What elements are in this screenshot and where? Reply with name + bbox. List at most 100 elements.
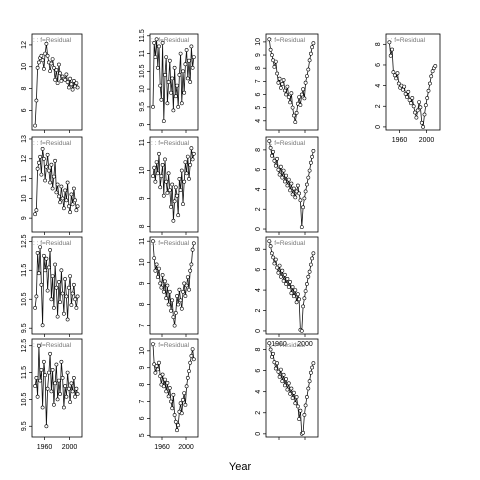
- data-point: [396, 81, 401, 86]
- data-point: [289, 91, 294, 96]
- data-point: [191, 55, 196, 60]
- strip-label: : : f=Residual: [151, 140, 190, 147]
- data-point: [176, 302, 181, 307]
- y-tick-label: 0: [255, 432, 262, 436]
- data-point: [43, 178, 48, 183]
- data-point: [276, 369, 281, 374]
- y-tick-label: 9.5: [21, 421, 28, 431]
- data-point: [72, 186, 76, 191]
- data-point: [268, 47, 273, 52]
- panel-frame: [385, 33, 441, 131]
- data-point: [38, 378, 43, 383]
- y-tick-label: 9: [139, 196, 146, 200]
- data-point: [158, 281, 163, 286]
- data-point: [178, 298, 183, 303]
- data-point: [55, 397, 60, 402]
- data-point: [178, 188, 183, 193]
- data-point: [288, 391, 293, 396]
- data-point: [64, 294, 69, 299]
- data-point: [52, 65, 56, 70]
- data-point: [60, 196, 65, 201]
- data-point: [178, 401, 183, 406]
- data-point: [304, 74, 309, 79]
- strip-label: : : f=Residual: [33, 240, 72, 247]
- y-tick-label: 11.5: [21, 264, 28, 277]
- data-point: [273, 257, 278, 262]
- y-tick-label: 10: [21, 63, 28, 71]
- y-tick-label: 10.5: [139, 64, 146, 78]
- data-point: [64, 198, 69, 203]
- series-line: [268, 39, 314, 123]
- data-point: [50, 367, 55, 372]
- data-point: [189, 353, 194, 358]
- data-point: [278, 367, 283, 372]
- data-point: [44, 164, 49, 169]
- y-tick-label: 10: [255, 38, 262, 46]
- data-point: [276, 270, 281, 275]
- x-tick-label: 1960: [37, 444, 53, 451]
- data-point: [159, 174, 164, 179]
- data-point: [304, 395, 309, 399]
- data-point: [59, 359, 64, 364]
- data-point: [48, 180, 53, 185]
- data-point: [275, 265, 280, 270]
- data-point: [38, 245, 43, 250]
- data-point: [293, 120, 298, 125]
- data-point: [301, 304, 306, 309]
- data-point: [153, 179, 158, 184]
- data-point: [176, 105, 181, 109]
- data-point: [67, 204, 71, 209]
- data-point: [68, 274, 73, 279]
- data-point: [172, 65, 177, 70]
- data-point: [164, 179, 169, 184]
- data-point: [72, 79, 76, 83]
- data-point: [273, 59, 278, 64]
- y-tick-label: 9: [139, 281, 146, 285]
- data-point: [290, 192, 295, 197]
- data-point: [419, 120, 424, 125]
- data-point: [271, 149, 276, 154]
- panel-frame: [265, 33, 319, 131]
- data-point: [306, 386, 311, 391]
- data-point: [406, 89, 411, 94]
- panel-frame: [31, 136, 83, 233]
- data-point: [65, 180, 70, 185]
- data-point: [311, 361, 316, 366]
- data-point: [69, 303, 74, 307]
- data-point: [387, 40, 392, 45]
- data-point: [176, 213, 181, 218]
- data-point: [173, 419, 178, 424]
- data-point: [165, 101, 170, 106]
- data-point: [58, 300, 63, 305]
- panel-2: : : f=Residual 9 9.5 10 10.5 11 11.5: [139, 29, 199, 133]
- series-line: [34, 345, 78, 427]
- data-point: [183, 294, 188, 298]
- y-tick-label: 0: [375, 125, 382, 129]
- data-point: [169, 399, 173, 404]
- data-point: [185, 275, 190, 280]
- data-point: [284, 173, 289, 178]
- data-point: [392, 73, 397, 78]
- strip-label: : : f=Residual: [151, 37, 190, 44]
- y-tick-label: 9: [139, 123, 146, 127]
- data-point: [311, 251, 316, 256]
- data-point: [288, 279, 293, 284]
- data-point: [299, 92, 304, 97]
- data-point: [151, 105, 155, 109]
- data-point: [188, 360, 193, 365]
- panel-frame: [265, 136, 319, 233]
- data-point: [170, 76, 175, 81]
- data-point: [297, 191, 302, 196]
- data-point: [178, 51, 183, 56]
- data-point: [35, 65, 40, 70]
- data-point: [171, 315, 176, 320]
- data-point: [161, 193, 166, 198]
- data-point: [172, 323, 177, 328]
- data-point: [75, 85, 80, 90]
- data-point: [151, 239, 155, 244]
- data-point: [172, 199, 177, 204]
- data-point: [301, 205, 306, 210]
- data-point: [433, 64, 438, 68]
- data-point: [43, 51, 48, 56]
- y-tick-label: 13: [21, 135, 28, 143]
